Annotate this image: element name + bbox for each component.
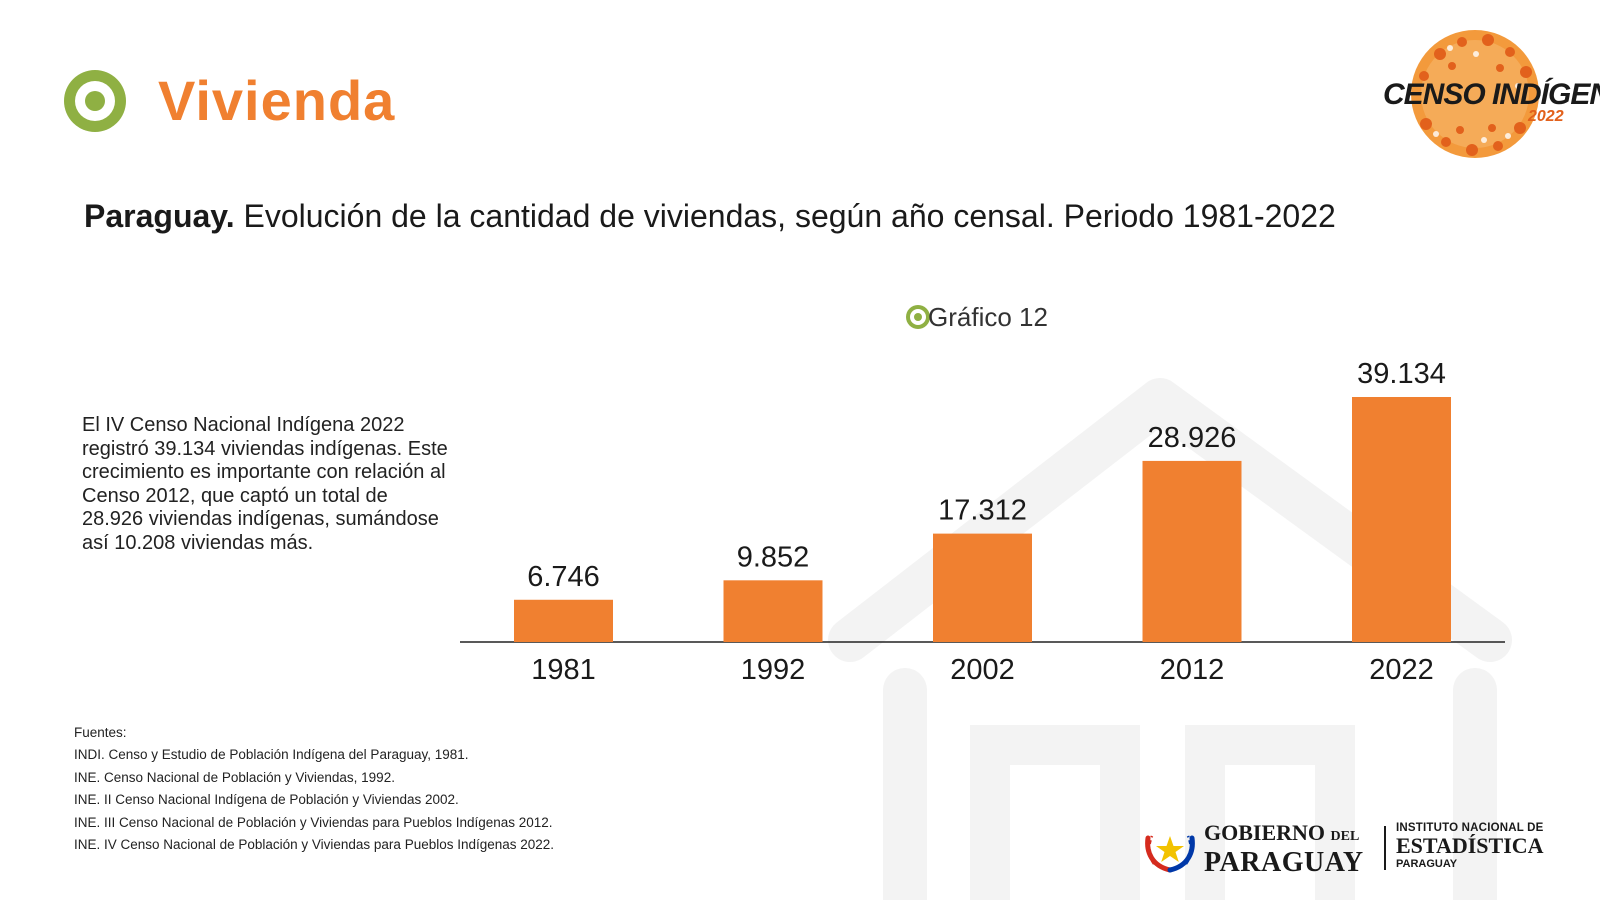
data-label: 28.926 — [1148, 422, 1237, 454]
grafico-target-icon — [906, 305, 930, 329]
chart-title: Paraguay. Evolución de la cantidad de vi… — [84, 198, 1336, 235]
bar-2002 — [933, 533, 1032, 642]
vivienda-target-icon — [64, 70, 126, 132]
bar-2022 — [1352, 397, 1451, 642]
x-tick-label: 2022 — [1369, 654, 1434, 686]
data-label: 17.312 — [938, 495, 1027, 527]
sources: Fuentes: INDI. Censo y Estudio de Poblac… — [74, 722, 554, 856]
x-tick-label: 1981 — [531, 654, 596, 686]
gov-line1: GOBIERNO — [1204, 820, 1326, 845]
x-tick-label: 2002 — [950, 654, 1015, 686]
ine-logo: INSTITUTO NACIONAL DE ESTADÍSTICA PARAGU… — [1396, 822, 1544, 870]
logo-title: CENSO INDÍGENA — [1383, 78, 1600, 111]
footer-divider — [1384, 826, 1386, 870]
data-label: 6.746 — [527, 561, 600, 593]
x-tick-label: 1992 — [741, 654, 806, 686]
grafico-label: Gráfico 12 — [928, 302, 1048, 332]
bar-1981 — [514, 599, 613, 642]
source-item: INE. II Censo Nacional Indígena de Pobla… — [74, 792, 459, 808]
data-label: 9.852 — [737, 541, 810, 573]
gov-line1-small: DEL — [1330, 829, 1360, 844]
description-text: El IV Censo Nacional Indígena 2022 regis… — [82, 414, 448, 554]
paraguay-emblem-icon — [1145, 835, 1195, 873]
logo-year: 2022 — [1528, 108, 1564, 125]
section-title: Vivienda — [158, 69, 396, 132]
censo-indigena-logo-icon — [1411, 30, 1539, 158]
chart-title-rest: Evolución de la cantidad de viviendas, s… — [234, 198, 1336, 234]
gobierno-paraguay-logo: GOBIERNO DEL PARAGUAY — [1204, 820, 1364, 878]
source-item: INDI. Censo y Estudio de Población Indíg… — [74, 747, 469, 763]
source-item: INE. III Censo Nacional de Población y V… — [74, 814, 553, 830]
chart-title-bold: Paraguay. — [84, 198, 235, 234]
sources-heading: Fuentes: — [74, 725, 127, 740]
ine-line1: INSTITUTO NACIONAL DE — [1396, 822, 1544, 834]
ine-line2: ESTADÍSTICA — [1396, 833, 1544, 858]
bar-2012 — [1142, 460, 1242, 642]
bar-1992 — [723, 580, 823, 642]
source-item: INE. Censo Nacional de Población y Vivie… — [74, 769, 395, 785]
data-label: 39.134 — [1357, 358, 1446, 390]
x-tick-label: 2012 — [1160, 654, 1225, 686]
gov-line2: PARAGUAY — [1204, 847, 1364, 878]
source-item: INE. IV Censo Nacional de Población y Vi… — [74, 837, 555, 853]
ine-line3: PARAGUAY — [1396, 858, 1458, 870]
